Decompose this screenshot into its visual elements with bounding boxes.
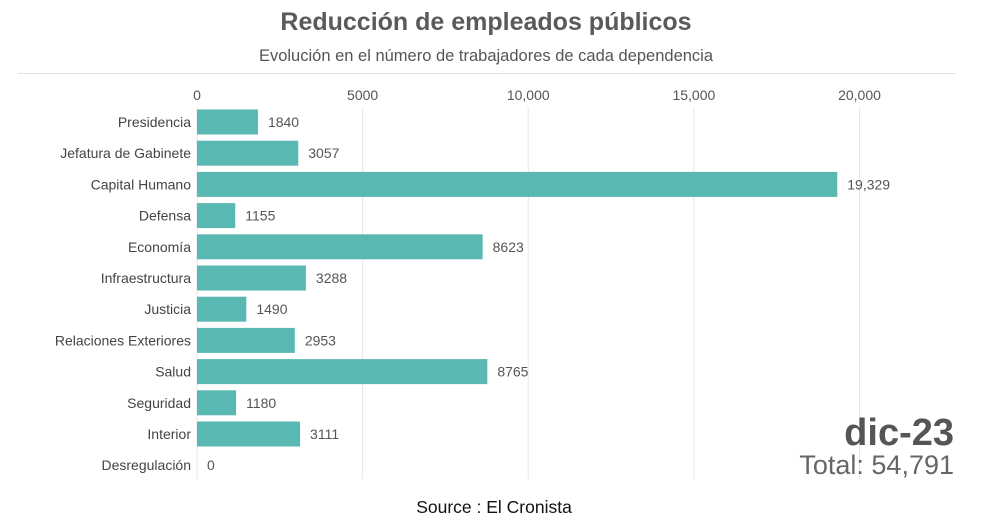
category-label: Desregulación xyxy=(102,457,192,473)
category-label: Infraestructura xyxy=(101,270,191,286)
bar xyxy=(197,109,258,135)
value-label: 2953 xyxy=(305,332,336,348)
bar xyxy=(197,296,247,322)
title-divider xyxy=(18,73,956,74)
x-axis-ticks: 0 5000 10,000 15,000 20,000 xyxy=(193,87,881,103)
chart-title: Reducción de empleados públicos xyxy=(280,8,692,36)
value-label: 1155 xyxy=(245,208,275,224)
bar xyxy=(197,421,301,447)
bar xyxy=(197,140,299,166)
value-label: 3057 xyxy=(308,145,339,161)
category-label: Economía xyxy=(128,239,191,255)
value-label: 1840 xyxy=(268,114,299,130)
grid-lines xyxy=(196,107,860,479)
value-label: 8765 xyxy=(497,364,528,380)
category-label: Seguridad xyxy=(127,395,191,411)
x-tick-label: 0 xyxy=(193,87,201,103)
category-label: Jefatura de Gabinete xyxy=(60,145,191,161)
bars xyxy=(197,109,838,447)
category-label: Presidencia xyxy=(118,114,191,130)
period-label: dic-23 xyxy=(844,412,954,454)
bar xyxy=(197,203,236,229)
category-label: Interior xyxy=(147,426,191,442)
value-label: 1490 xyxy=(256,301,287,317)
x-tick-label: 15,000 xyxy=(672,87,715,103)
x-tick-label: 10,000 xyxy=(507,87,550,103)
value-label: 0 xyxy=(207,457,215,473)
bar xyxy=(197,265,306,291)
value-label: 8623 xyxy=(493,239,524,255)
value-label: 19,329 xyxy=(847,176,890,192)
value-labels: 1840 3057 19,329 1155 8623 3288 1490 2953 8765 11… xyxy=(207,114,890,473)
value-label: 3111 xyxy=(310,426,339,442)
bar xyxy=(197,234,483,260)
bar xyxy=(197,327,295,353)
category-label: Justicia xyxy=(144,301,191,317)
category-label: Defensa xyxy=(139,208,191,224)
total-label: Total: 54,791 xyxy=(799,450,954,480)
x-tick-label: 5000 xyxy=(347,87,378,103)
category-labels: Presidencia Jefatura de Gabinete Capital H… xyxy=(55,114,192,473)
value-label: 1180 xyxy=(246,395,276,411)
chart-subtitle: Evolución en el número de trabajadores d… xyxy=(258,47,714,65)
bar xyxy=(197,171,838,197)
value-label: 3288 xyxy=(316,270,347,286)
bar xyxy=(197,390,237,416)
category-label: Capital Humano xyxy=(91,176,192,192)
category-label: Relaciones Exteriores xyxy=(55,332,191,348)
bar xyxy=(197,359,488,385)
x-tick-label: 20,000 xyxy=(838,87,881,103)
source-label: Source : El Cronista xyxy=(416,497,572,517)
category-label: Salud xyxy=(155,364,191,380)
